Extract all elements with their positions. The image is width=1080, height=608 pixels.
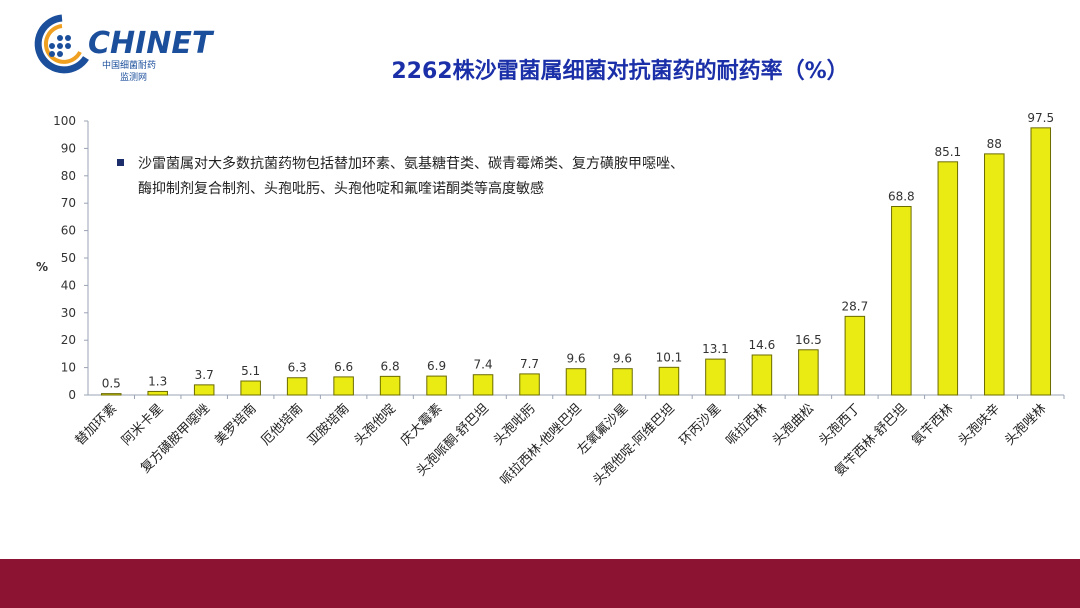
bar xyxy=(844,315,866,396)
bar xyxy=(937,161,959,396)
bar-value-label: 28.7 xyxy=(841,299,868,313)
y-tick-label: 100 xyxy=(53,114,76,128)
y-tick-label: 70 xyxy=(61,196,76,210)
x-tick-label: 氨苄西林 xyxy=(909,401,956,448)
chart-note: 沙雷菌属对大多数抗菌药物包括替加环素、氨基糖苷类、碳青霉烯类、复方磺胺甲噁唑、 … xyxy=(117,152,684,202)
bar xyxy=(1030,127,1052,396)
bar-value-label: 68.8 xyxy=(888,189,915,203)
x-tick-label: 阿米卡星 xyxy=(119,401,166,448)
bar-value-label: 7.7 xyxy=(520,357,539,371)
bar xyxy=(751,354,773,396)
logo-wordmark: CHINET xyxy=(88,26,213,61)
y-tick-label: 10 xyxy=(61,361,76,375)
x-tick-label: 头孢西丁 xyxy=(816,401,863,448)
bar xyxy=(333,376,354,396)
x-tick-label: 头孢曲松 xyxy=(770,401,817,448)
bar-chart: 0 10 20 30 40 50 60 70 80 90 100% 0.5 替加环素 1.3 阿米卡星 3.… xyxy=(36,111,1065,489)
y-tick-label: 20 xyxy=(61,333,76,347)
bar xyxy=(286,377,308,396)
x-tick-label: 亚胺培南 xyxy=(304,401,352,449)
bar-value-label: 88 xyxy=(987,137,1002,151)
bar-value-label: 6.6 xyxy=(334,360,353,374)
y-tick-label: 30 xyxy=(61,306,76,320)
bar xyxy=(798,349,819,396)
globe-icon xyxy=(34,14,89,74)
bar xyxy=(565,368,587,396)
y-tick-label: 40 xyxy=(61,278,76,292)
bar xyxy=(891,205,912,396)
bar-value-label: 14.6 xyxy=(749,338,776,352)
bar-value-label: 9.6 xyxy=(613,352,632,366)
footer-bar xyxy=(0,559,1080,608)
bar-value-label: 0.5 xyxy=(102,377,121,391)
logo-subtitle-2: 监测网 xyxy=(120,73,148,83)
logo-subtitle: 中国细菌耐药 xyxy=(102,61,157,71)
bar xyxy=(519,373,540,396)
x-tick-label: 替加环素 xyxy=(73,401,120,448)
x-tick-label: 头孢吡肟 xyxy=(491,401,538,448)
bar xyxy=(472,374,494,396)
bar-value-label: 3.7 xyxy=(195,368,214,382)
bar xyxy=(658,366,680,396)
bar-value-label: 6.3 xyxy=(288,361,307,375)
y-tick-label: 50 xyxy=(61,251,76,265)
y-axis-label: % xyxy=(36,260,48,274)
bar-value-label: 1.3 xyxy=(148,374,167,388)
bullet-icon xyxy=(117,159,124,166)
bar-value-label: 5.1 xyxy=(241,364,260,378)
x-tick-label: 哌拉西林-他唑巴坦 xyxy=(497,401,585,489)
x-tick-label: 头孢呋辛 xyxy=(956,401,1003,448)
bar xyxy=(984,153,1005,396)
bar-value-label: 16.5 xyxy=(795,333,822,347)
y-tick-label: 0 xyxy=(68,388,76,402)
bar xyxy=(705,358,726,396)
bar xyxy=(379,375,401,396)
y-tick-label: 80 xyxy=(61,169,76,183)
x-tick-label: 头孢他啶-阿维巴坦 xyxy=(591,401,678,488)
x-tick-label: 美罗培南 xyxy=(211,401,259,449)
x-tick-label: 环丙沙星 xyxy=(677,401,724,448)
chinet-logo: CHINET 中国细菌耐药 监测网 xyxy=(30,12,212,83)
bar-value-label: 85.1 xyxy=(934,145,961,159)
x-tick-label: 头孢他啶 xyxy=(352,401,399,448)
x-tick-label: 哌拉西林 xyxy=(723,401,771,449)
x-tick-label: 庆大霉素 xyxy=(398,401,445,448)
bar xyxy=(100,393,122,396)
chart-title: 2262株沙雷菌属细菌对抗菌药的耐药率（%） xyxy=(391,59,849,84)
note-line-2: 酶抑制剂复合制剂、头孢吡肟、头孢他啶和氟喹诺酮类等高度敏感 xyxy=(138,181,544,197)
bar xyxy=(240,380,261,396)
bar-value-label: 7.4 xyxy=(474,358,493,372)
x-tick-label: 头孢唑林 xyxy=(1001,401,1049,449)
bar xyxy=(147,390,168,396)
bar xyxy=(426,375,447,396)
y-tick-label: 60 xyxy=(61,224,76,238)
bar-value-label: 10.1 xyxy=(656,350,683,364)
y-tick-label: 90 xyxy=(61,141,76,155)
bar-value-label: 6.9 xyxy=(427,359,446,373)
bar-value-label: 97.5 xyxy=(1027,111,1054,125)
bar-value-label: 13.1 xyxy=(702,342,729,356)
note-line-1: 沙雷菌属对大多数抗菌药物包括替加环素、氨基糖苷类、碳青霉烯类、复方磺胺甲噁唑、 xyxy=(138,156,684,172)
bar xyxy=(193,384,215,396)
bar-value-label: 6.8 xyxy=(381,359,400,373)
bar xyxy=(612,368,633,396)
bar-value-label: 9.6 xyxy=(566,352,585,366)
x-tick-label: 厄他培南 xyxy=(258,401,306,449)
